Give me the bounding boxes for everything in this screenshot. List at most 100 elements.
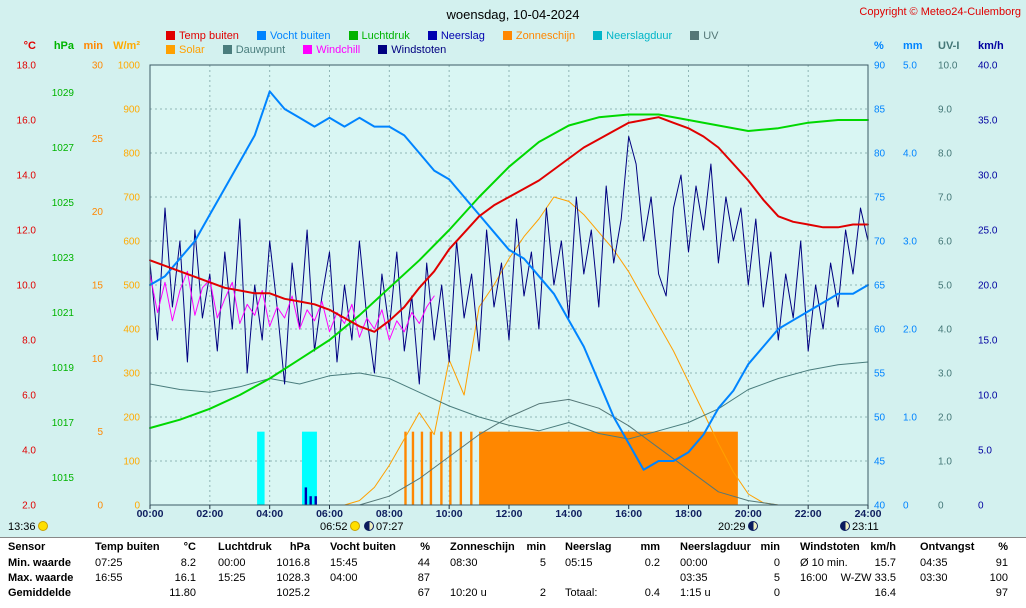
legend-swatch-icon bbox=[427, 31, 437, 40]
table-header-unit-temp-buiten: °C bbox=[183, 541, 196, 553]
table-cell-gemiddelde-neerslagduur-time: 1:15 u bbox=[680, 587, 711, 599]
axis-unit-hpa: hPa bbox=[54, 40, 75, 52]
axis-tick-wm2: 1000 bbox=[118, 61, 141, 72]
x-tick-label: 04:00 bbox=[256, 508, 283, 520]
table-cell-max-waarde-luchtdruk-time: 15:25 bbox=[218, 572, 246, 584]
table-header-luchtdruk: Luchtdruk bbox=[218, 541, 272, 553]
axis-tick-uvi: 4.0 bbox=[938, 325, 952, 336]
bar-zonneschijn bbox=[440, 431, 443, 505]
table-header-unit-luchtdruk: hPa bbox=[289, 541, 310, 553]
x-tick-label: 10:00 bbox=[436, 508, 463, 520]
legend-swatch-icon bbox=[378, 45, 388, 54]
table-row-label-gemiddelde: Gemiddelde bbox=[8, 587, 71, 599]
astro-time-23-11: 23:11 bbox=[838, 521, 879, 533]
series-windstoten bbox=[149, 136, 869, 385]
legend-label: Zonneschijn bbox=[515, 30, 576, 42]
legend-swatch-icon bbox=[690, 31, 700, 40]
axis-tick-hpa: 1017 bbox=[52, 418, 75, 429]
axis-tick-temp: 8.0 bbox=[22, 336, 36, 347]
table-cell-min-waarde-vocht-buiten-time: 15:45 bbox=[330, 557, 358, 569]
table-cell-max-waarde-luchtdruk-value: 1028.3 bbox=[276, 572, 310, 584]
legend-swatch-icon bbox=[222, 45, 232, 54]
table-header-unit-windstoten: km/h bbox=[870, 541, 896, 553]
axis-tick-hpa: 1021 bbox=[52, 308, 75, 319]
legend-item-uv: UV bbox=[690, 29, 719, 43]
table-header-unit-ontvangst: % bbox=[998, 541, 1008, 553]
table-row-label-max-waarde: Max. waarde bbox=[8, 572, 74, 584]
copyright-notice: Copyright © Meteo24-Culemborg bbox=[859, 6, 1021, 18]
x-tick-label: 00:00 bbox=[137, 508, 164, 520]
legend-swatch-icon bbox=[348, 31, 358, 40]
axis-tick-pct: 50 bbox=[874, 413, 886, 424]
x-tick-label: 22:00 bbox=[795, 508, 822, 520]
axis-unit-min: min bbox=[83, 40, 103, 52]
bar-zonneschijn bbox=[449, 431, 452, 505]
axis-tick-uvi: 10.0 bbox=[938, 61, 958, 72]
astro-time-20-29: 20:29 bbox=[718, 521, 760, 533]
axis-tick-min: 0 bbox=[97, 501, 103, 512]
legend-label: Neerslag bbox=[440, 30, 485, 42]
axis-tick-mm: 0 bbox=[903, 501, 909, 512]
table-cell-min-waarde-ontvangst-value: 91 bbox=[995, 557, 1008, 569]
astro-time-label: 06:52 bbox=[320, 521, 348, 533]
axis-tick-kmh: 5.0 bbox=[978, 446, 992, 457]
axis-tick-mm: 5.0 bbox=[903, 61, 917, 72]
axis-tick-pct: 75 bbox=[874, 193, 886, 204]
legend-row: Solar Dauwpunt Windchill Windstoten bbox=[166, 42, 737, 56]
legend-swatch-icon bbox=[502, 31, 512, 40]
axis-unit-pct: % bbox=[874, 40, 884, 52]
axis-tick-min: 5 bbox=[97, 427, 103, 438]
axis-tick-hpa: 1025 bbox=[52, 198, 75, 209]
legend-item-vocht-buiten: Vocht buiten bbox=[256, 29, 331, 43]
axis-tick-pct: 60 bbox=[874, 325, 886, 336]
table-header-temp-buiten: Temp buiten bbox=[95, 541, 160, 553]
table-cell-max-waarde-neerslagduur-time: 03:35 bbox=[680, 572, 708, 584]
axis-tick-temp: 10.0 bbox=[17, 281, 37, 292]
bar-zonneschijn bbox=[479, 431, 738, 505]
bar-neerslag bbox=[314, 496, 317, 505]
table-cell-min-waarde-ontvangst-time: 04:35 bbox=[920, 557, 948, 569]
table-header-unit-vocht-buiten: % bbox=[420, 541, 430, 553]
table-header-ontvangst: Ontvangst bbox=[920, 541, 975, 553]
axis-tick-kmh: 25.0 bbox=[978, 226, 998, 237]
axis-tick-kmh: 10.0 bbox=[978, 391, 998, 402]
table-cell-min-waarde-zonneschijn-time: 08:30 bbox=[450, 557, 478, 569]
legend-swatch-icon bbox=[256, 31, 266, 40]
weather-chart: 18.0 16.0 14.0 12.0 10.0 8.0 6.0 4.0 2.0 °C 1029 10… bbox=[17, 40, 1004, 520]
x-tick-label: 08:00 bbox=[376, 508, 403, 520]
axis-tick-wm2: 700 bbox=[123, 193, 140, 204]
axis-unit-uvi: UV-I bbox=[938, 40, 959, 52]
axis-tick-uvi: 5.0 bbox=[938, 281, 952, 292]
axis-tick-temp: 18.0 bbox=[17, 61, 37, 72]
bar-neerslag bbox=[309, 496, 312, 505]
legend-label: UV bbox=[703, 30, 719, 42]
axis-tick-temp: 2.0 bbox=[22, 501, 36, 512]
x-tick-label: 20:00 bbox=[735, 508, 762, 520]
axis-tick-uvi: 1.0 bbox=[938, 457, 952, 468]
axis-tick-wm2: 600 bbox=[123, 237, 140, 248]
axis-tick-mm: 3.0 bbox=[903, 237, 917, 248]
axis-tick-uvi: 2.0 bbox=[938, 413, 952, 424]
axis-tick-min: 20 bbox=[92, 207, 104, 218]
legend-item-temp-buiten: Temp buiten bbox=[166, 29, 239, 43]
axis-tick-kmh: 20.0 bbox=[978, 281, 998, 292]
axis-tick-pct: 55 bbox=[874, 369, 886, 380]
series-temp-buiten bbox=[149, 116, 869, 333]
astro-time-label: 07:27 bbox=[376, 521, 404, 533]
axis-unit-wm2: W/m² bbox=[113, 40, 140, 52]
axis-tick-uvi: 9.0 bbox=[938, 105, 952, 116]
axis-tick-temp: 14.0 bbox=[17, 171, 37, 182]
axis-tick-pct: 65 bbox=[874, 281, 886, 292]
axis-tick-mm: 4.0 bbox=[903, 149, 917, 160]
legend-label: Temp buiten bbox=[179, 30, 239, 42]
axis-tick-uvi: 6.0 bbox=[938, 237, 952, 248]
astro-time-label: 23:11 bbox=[852, 521, 879, 533]
legend-label: Neerslagduur bbox=[606, 30, 673, 42]
axis-tick-mm: 1.0 bbox=[903, 413, 917, 424]
table-cell-max-waarde-ontvangst-time: 03:30 bbox=[920, 572, 948, 584]
series-vocht-buiten bbox=[149, 90, 869, 471]
axis-tick-pct: 45 bbox=[874, 457, 886, 468]
bar-zonneschijn bbox=[420, 431, 424, 505]
axis-tick-wm2: 100 bbox=[123, 457, 140, 468]
